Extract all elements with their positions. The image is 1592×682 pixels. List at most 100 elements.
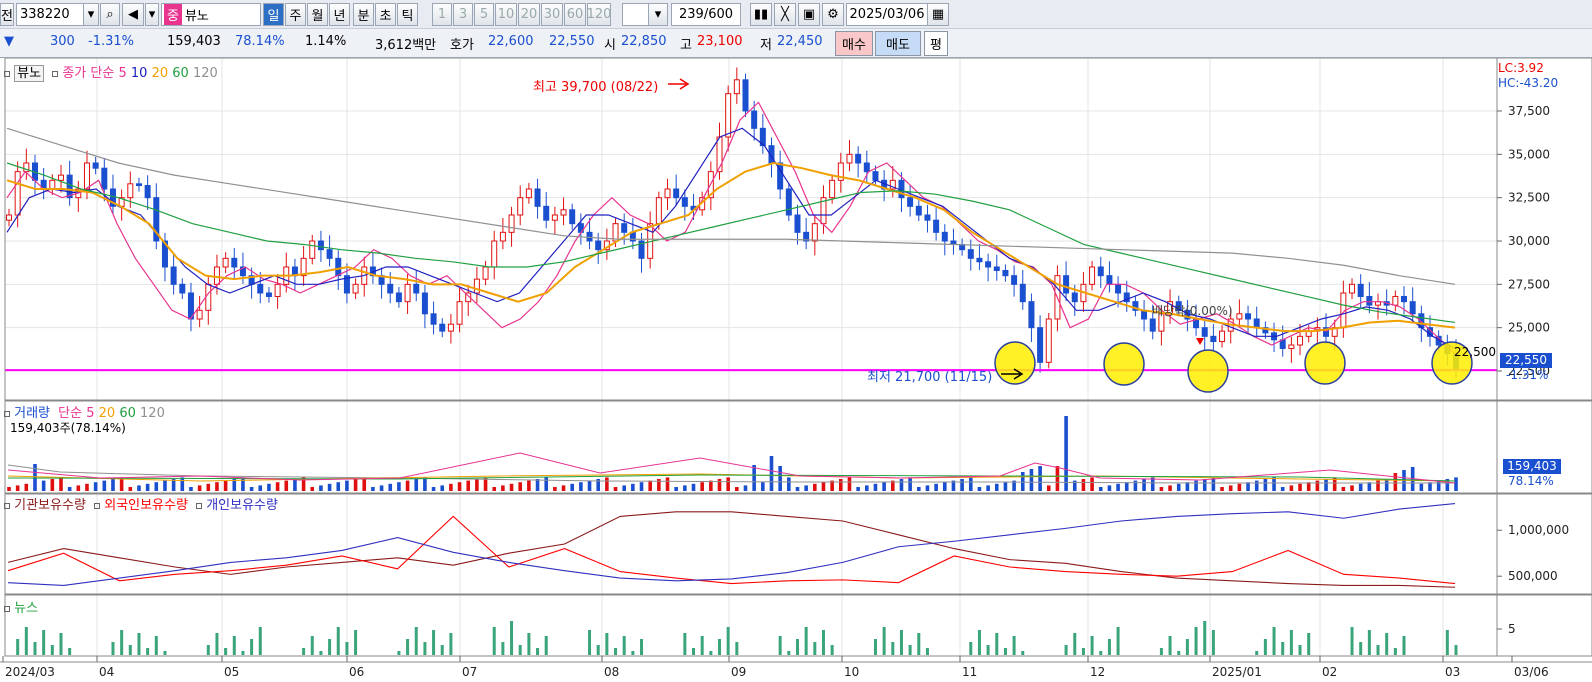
volume-bar-138 xyxy=(1202,479,1207,491)
candle-body-48 xyxy=(421,292,428,315)
volume-bar-97 xyxy=(847,477,852,491)
sound-icon[interactable]: ◀ xyxy=(122,3,144,26)
save-icon[interactable]: ▣ xyxy=(798,3,820,26)
minute-button-10[interactable]: 10 xyxy=(495,3,517,26)
vol-ma5: 5 xyxy=(86,406,95,421)
volume-bar-141 xyxy=(1228,485,1233,491)
volume-bar-57 xyxy=(501,485,505,491)
stock-chart[interactable]: 37,500 35,000 32,500 30,000 27,500 25,000 22,5… xyxy=(0,58,1592,682)
minute-button-60[interactable]: 60 xyxy=(564,3,586,26)
period-button-3[interactable]: 년 xyxy=(329,3,350,26)
settings-gear-icon[interactable]: ⚙ xyxy=(822,3,844,26)
volume-ratio: 78.14% xyxy=(235,34,285,49)
volume-bar-157 xyxy=(1367,482,1372,491)
candle-body-2 xyxy=(23,162,30,173)
news-bar-84 xyxy=(735,642,739,655)
candle-body-96 xyxy=(837,162,844,181)
news-bar-56 xyxy=(492,627,496,655)
market-prefix[interactable]: 전 xyxy=(0,3,14,26)
volume-bar-18 xyxy=(163,480,167,491)
news-tick-label: 5 xyxy=(1508,622,1516,636)
volume-bar-39 xyxy=(345,480,349,491)
candle-body-114 xyxy=(993,266,1000,271)
volume-bar-65 xyxy=(570,483,575,491)
volume-bar-126 xyxy=(1098,487,1103,491)
volume-bar-132 xyxy=(1150,477,1155,491)
volume-bar-10 xyxy=(93,482,98,491)
news-bar-123 xyxy=(1073,633,1077,655)
volume-bar-17 xyxy=(154,482,159,491)
candle-body-86 xyxy=(751,110,758,129)
period-button-2[interactable]: 월 xyxy=(307,3,328,26)
volume-bar-14 xyxy=(128,487,133,491)
volume-bar-136 xyxy=(1185,482,1190,491)
candle-body-30 xyxy=(265,292,272,297)
period-button-0[interactable]: 일 xyxy=(263,3,284,26)
volume-bar-30 xyxy=(267,483,271,491)
minute-button-5[interactable]: 5 xyxy=(474,3,494,26)
sell-button[interactable]: 매도 xyxy=(875,31,921,56)
candle-body-156 xyxy=(1357,283,1364,297)
period-button-5[interactable]: 초 xyxy=(375,3,396,26)
volume-bar-73 xyxy=(639,482,644,491)
minute-button-1[interactable]: 1 xyxy=(432,3,452,26)
candle-type-icon[interactable]: ▮▮ xyxy=(750,3,772,26)
minute-button-30[interactable]: 30 xyxy=(541,3,563,26)
minute-button-3[interactable]: 3 xyxy=(453,3,473,26)
count-total: /600 xyxy=(703,7,734,22)
volume-bar-129 xyxy=(1124,482,1129,491)
news-bar-58 xyxy=(510,621,514,655)
holdings-series-0 xyxy=(7,511,1456,588)
vol-ma5-line xyxy=(7,452,1456,484)
stock-name-field[interactable]: 중 뷰노 xyxy=(161,3,261,26)
draw-tool-icon[interactable]: ╳ xyxy=(774,3,796,26)
news-bar-18 xyxy=(163,651,167,655)
news-bar-90 xyxy=(787,651,791,655)
volume-bar-15 xyxy=(137,485,141,491)
news-bar-95 xyxy=(830,645,834,655)
news-bar-5 xyxy=(50,645,54,655)
search-icon[interactable]: ⌕ xyxy=(100,3,120,26)
period-button-6[interactable]: 틱 xyxy=(397,3,418,26)
code-dropdown-icon[interactable]: ▾ xyxy=(83,3,99,26)
candle-body-5 xyxy=(49,179,56,190)
volume-bar-32 xyxy=(284,480,289,491)
stock-code-input[interactable]: 338220 xyxy=(16,3,84,26)
volume-bar-12 xyxy=(111,479,115,491)
volume-bar-44 xyxy=(388,483,393,491)
calendar-icon[interactable]: ▦ xyxy=(927,3,949,26)
volume-bar-66 xyxy=(579,482,583,491)
volume-bar-1 xyxy=(15,485,20,491)
sound-dropdown-icon[interactable]: ▾ xyxy=(145,3,159,26)
candle-body-9 xyxy=(83,162,90,190)
candle-body-12 xyxy=(109,188,116,207)
low-annotation: 최저 21,700 (11/15) xyxy=(867,370,993,385)
candle-body-36 xyxy=(317,240,324,251)
volume-bar-47 xyxy=(414,479,419,491)
legend-ma5: 5 xyxy=(118,66,127,81)
candle-body-62 xyxy=(543,205,550,221)
volume-bar-61 xyxy=(535,479,540,491)
news-bar-161 xyxy=(1402,636,1406,655)
quote-bar: ▼ 300 -1.31% 159,403 78.14% 1.14% 3,612백… xyxy=(0,29,1592,58)
volume-bar-51 xyxy=(449,483,453,491)
period-button-4[interactable]: 분 xyxy=(353,3,374,26)
data-count-field[interactable]: 239/600 xyxy=(671,3,741,26)
date-input[interactable]: 2025/03/06 xyxy=(846,3,928,26)
candle-body-40 xyxy=(352,283,359,294)
candle-body-76 xyxy=(664,188,671,199)
minute-button-20[interactable]: 20 xyxy=(518,3,540,26)
period-dropdown-icon[interactable]: ▾ xyxy=(648,3,668,26)
x-tick-label-7: 10 xyxy=(844,665,859,679)
individual-holdings-label: 개인보유수량 xyxy=(206,498,278,513)
period-button-1[interactable]: 주 xyxy=(285,3,306,26)
minute-button-120[interactable]: 120 xyxy=(587,3,611,26)
news-bar-78 xyxy=(683,633,687,655)
flat-button[interactable]: 평 xyxy=(924,31,948,56)
candle-body-53 xyxy=(465,292,472,303)
news-bar-146 xyxy=(1272,627,1276,655)
volume-bar-125 xyxy=(1090,477,1094,491)
candle-body-24 xyxy=(213,266,220,285)
buy-button[interactable]: 매수 xyxy=(835,31,873,56)
candle-body-10 xyxy=(92,162,99,169)
